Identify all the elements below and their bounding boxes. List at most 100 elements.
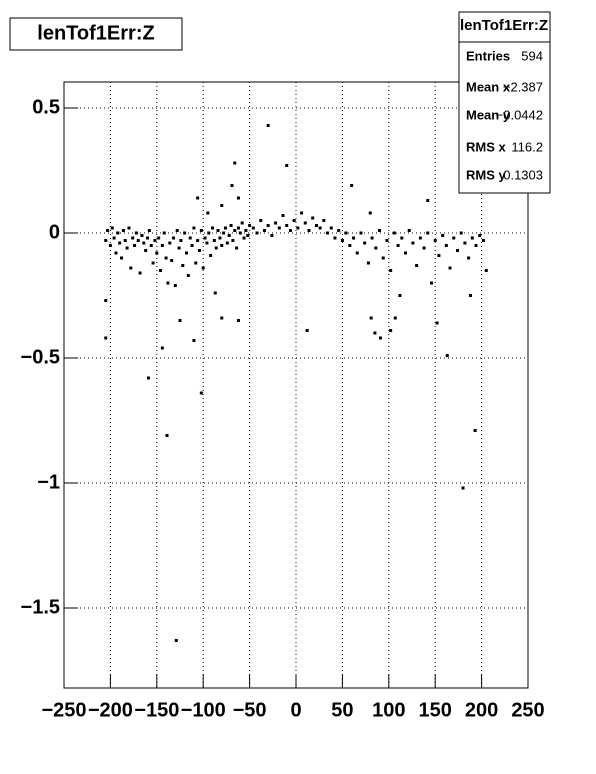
point bbox=[348, 244, 352, 247]
point bbox=[108, 244, 112, 247]
point bbox=[110, 226, 114, 230]
point bbox=[207, 231, 211, 235]
point bbox=[112, 236, 116, 240]
point bbox=[470, 236, 474, 240]
point bbox=[199, 229, 203, 232]
point bbox=[172, 236, 176, 240]
point bbox=[389, 329, 393, 332]
point bbox=[227, 234, 231, 237]
point bbox=[281, 214, 285, 217]
point bbox=[422, 246, 426, 250]
point bbox=[165, 434, 169, 437]
point bbox=[474, 244, 478, 247]
point bbox=[177, 246, 181, 250]
point bbox=[162, 231, 166, 235]
point bbox=[337, 229, 341, 232]
point bbox=[303, 221, 307, 225]
point bbox=[188, 236, 192, 240]
point bbox=[214, 246, 218, 250]
point bbox=[396, 244, 400, 247]
point bbox=[147, 229, 151, 232]
point bbox=[288, 229, 292, 232]
point bbox=[404, 251, 408, 255]
point bbox=[194, 261, 198, 265]
point bbox=[350, 184, 354, 187]
point bbox=[125, 246, 129, 250]
point bbox=[212, 239, 216, 242]
point bbox=[392, 231, 396, 235]
point bbox=[114, 251, 118, 255]
y-tick-label: 0 bbox=[49, 221, 60, 243]
stats-title: lenTof1Err:Z bbox=[460, 17, 548, 34]
point bbox=[314, 224, 318, 227]
point bbox=[381, 256, 385, 260]
point bbox=[285, 164, 289, 167]
point bbox=[118, 241, 122, 245]
point bbox=[129, 266, 133, 270]
point bbox=[248, 224, 252, 227]
point bbox=[199, 391, 203, 395]
point bbox=[373, 331, 377, 335]
point bbox=[259, 219, 263, 222]
point bbox=[233, 229, 237, 232]
stats-value: 594 bbox=[521, 48, 543, 63]
point bbox=[437, 254, 441, 257]
point bbox=[184, 251, 188, 255]
y-tick-label: 0.5 bbox=[32, 96, 60, 118]
point bbox=[149, 244, 153, 247]
point bbox=[133, 244, 137, 247]
point bbox=[127, 226, 131, 230]
point bbox=[415, 264, 419, 267]
point bbox=[255, 231, 259, 235]
point bbox=[231, 239, 235, 242]
y-tick-label: −0.5 bbox=[21, 346, 60, 368]
point bbox=[155, 251, 159, 255]
point bbox=[131, 236, 135, 240]
point bbox=[359, 231, 363, 235]
point bbox=[160, 346, 164, 350]
point bbox=[236, 319, 240, 322]
point bbox=[170, 259, 174, 262]
point bbox=[429, 281, 433, 285]
point bbox=[218, 236, 222, 240]
point bbox=[175, 229, 179, 232]
point bbox=[285, 224, 289, 227]
point bbox=[393, 316, 397, 320]
point bbox=[378, 336, 382, 340]
point bbox=[363, 241, 367, 245]
point bbox=[140, 234, 144, 237]
point bbox=[179, 239, 183, 242]
point bbox=[210, 226, 214, 230]
point bbox=[385, 239, 389, 242]
point bbox=[292, 219, 296, 222]
point bbox=[318, 226, 322, 230]
title-box bbox=[9, 17, 183, 51]
stats-box: lenTof1Err:Z Entries 594 Mean x−2.387 Mean … bbox=[458, 11, 551, 194]
point bbox=[307, 229, 311, 232]
point bbox=[266, 124, 270, 127]
point bbox=[300, 211, 304, 215]
stats-value: −2.387 bbox=[503, 79, 543, 94]
point bbox=[206, 211, 210, 215]
x-tick-label: −200 bbox=[88, 699, 133, 721]
point bbox=[192, 226, 196, 230]
point bbox=[235, 246, 239, 250]
point bbox=[236, 226, 240, 230]
point bbox=[251, 226, 255, 230]
point bbox=[106, 229, 110, 232]
point bbox=[153, 239, 157, 242]
x-tick-label: −250 bbox=[41, 699, 86, 721]
x-tick-label: 200 bbox=[465, 699, 498, 721]
stats-value: 116.2 bbox=[511, 139, 543, 154]
point bbox=[484, 269, 488, 272]
point bbox=[426, 231, 430, 235]
x-tick-label: 150 bbox=[419, 699, 452, 721]
stats-value: −0.0442 bbox=[496, 107, 543, 122]
stats-label: Mean y bbox=[466, 107, 511, 122]
point bbox=[197, 249, 201, 252]
point bbox=[183, 231, 187, 235]
stats-label: RMS y bbox=[466, 167, 507, 182]
point bbox=[134, 231, 138, 235]
point bbox=[104, 299, 108, 302]
